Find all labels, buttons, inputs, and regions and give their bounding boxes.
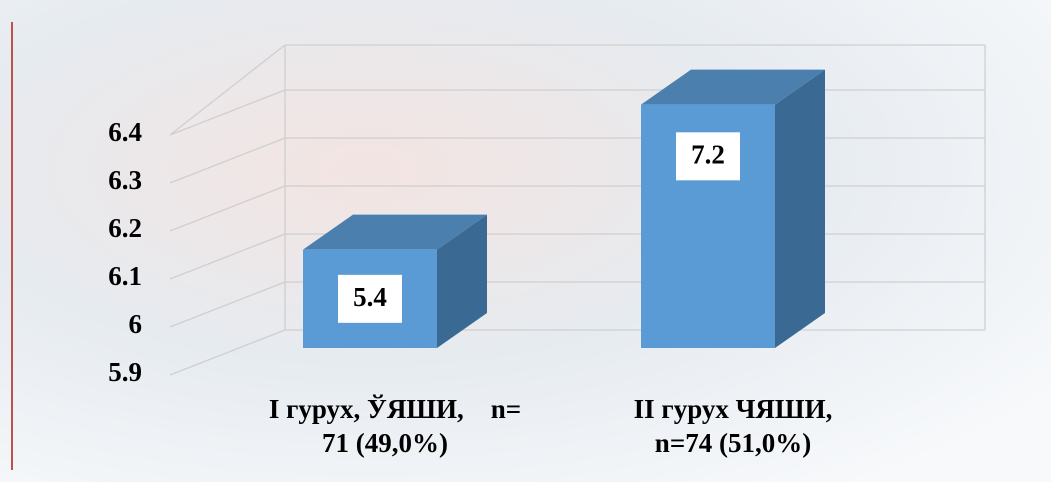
- bar-side: [775, 70, 825, 348]
- chart: 5.966.16.26.36.45.4I гурух, ЎЯШИ, n=71 (…: [0, 0, 1051, 482]
- value-label: 5.4: [353, 282, 387, 312]
- y-tick-label: 5.9: [108, 357, 142, 387]
- value-label: 7.2: [691, 140, 725, 170]
- background: [0, 0, 1051, 482]
- y-tick-label: 6.4: [108, 117, 142, 147]
- bar: [641, 70, 825, 348]
- y-tick-label: 6.2: [108, 213, 142, 243]
- y-tick-label: 6: [129, 309, 143, 339]
- y-tick-label: 6.1: [108, 261, 142, 291]
- y-tick-label: 6.3: [108, 165, 142, 195]
